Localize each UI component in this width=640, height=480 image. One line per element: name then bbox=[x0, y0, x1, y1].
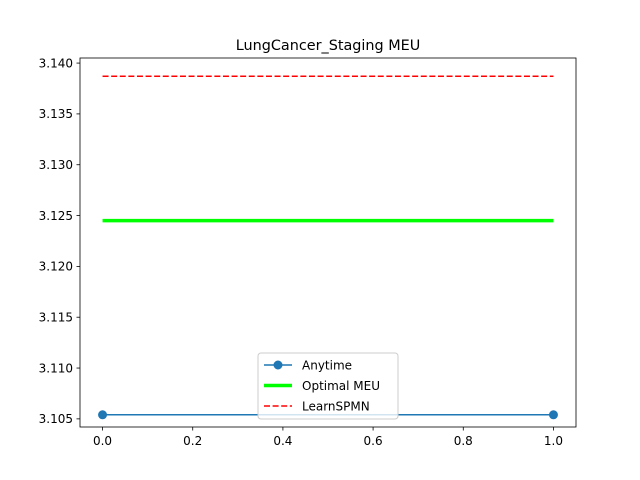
series-marker-0-1 bbox=[548, 410, 558, 420]
x-tick-label: 0.8 bbox=[454, 434, 473, 448]
y-tick-label: 3.135 bbox=[39, 107, 73, 121]
x-tick-label: 0.6 bbox=[364, 434, 383, 448]
legend-label-0: Anytime bbox=[302, 358, 352, 372]
y-tick-label: 3.140 bbox=[39, 56, 73, 70]
y-tick-label: 3.110 bbox=[39, 361, 73, 375]
chart-title: LungCancer_Staging MEU bbox=[236, 38, 421, 54]
axes-frame bbox=[79, 57, 577, 428]
x-tick-label: 0.2 bbox=[183, 434, 202, 448]
y-tick-label: 3.115 bbox=[39, 311, 73, 325]
y-tick-label: 3.105 bbox=[39, 412, 73, 426]
x-tick-label: 1.0 bbox=[544, 434, 563, 448]
y-tick-label: 3.120 bbox=[39, 260, 73, 274]
legend-label-2: LearnSPMN bbox=[302, 399, 370, 413]
legend-marker-0 bbox=[273, 360, 283, 370]
y-tick-label: 3.130 bbox=[39, 158, 73, 172]
x-tick-label: 0.0 bbox=[93, 434, 112, 448]
legend-label-1: Optimal MEU bbox=[302, 379, 380, 393]
legend: Anytime Optimal MEU LearnSPMN bbox=[257, 352, 399, 420]
axes-layer: 0.0 0.2 0.4 0.6 0.8 1.0 3.105 3.110 3.115 3.120 3.… bbox=[39, 56, 577, 448]
series-marker-0-0 bbox=[98, 410, 108, 420]
legend-box bbox=[257, 352, 399, 420]
x-tick-label: 0.4 bbox=[273, 434, 292, 448]
y-tick-label: 3.125 bbox=[39, 209, 73, 223]
